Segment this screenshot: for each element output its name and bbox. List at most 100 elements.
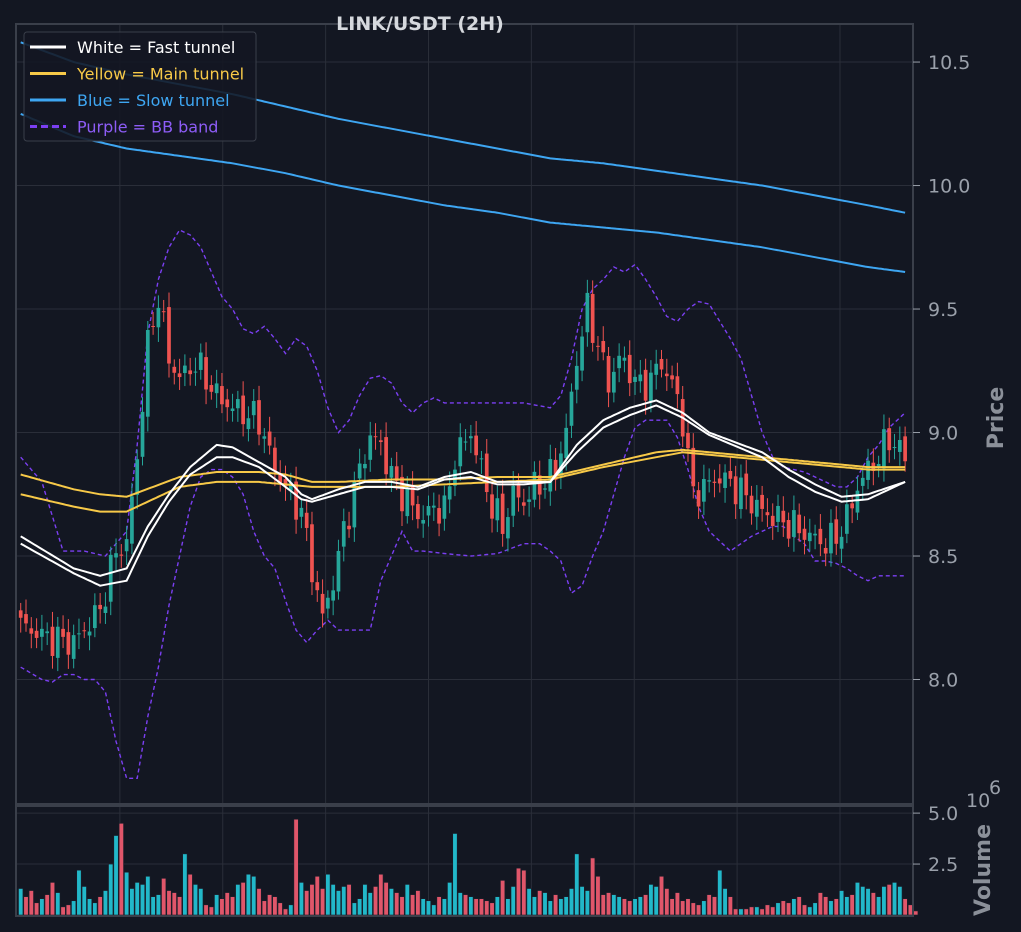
volume-bar	[727, 896, 733, 916]
candle-body	[135, 459, 140, 495]
candle-body	[108, 554, 113, 602]
volume-bar	[489, 902, 495, 916]
volume-bar	[314, 875, 320, 916]
volume-bar	[664, 888, 670, 916]
volume-bar	[680, 900, 686, 916]
volume-bar	[23, 896, 29, 916]
volume-bar	[616, 896, 622, 916]
candle-body	[490, 494, 494, 519]
candle-body	[463, 441, 468, 443]
candle-body	[458, 437, 463, 467]
volume-bar	[457, 892, 463, 916]
bb-lower-line	[20, 419, 906, 779]
volume-bar	[870, 892, 876, 916]
volume-bar	[801, 904, 808, 916]
volume-bar	[214, 894, 220, 916]
candle-body	[479, 458, 484, 460]
volume-bar	[39, 898, 45, 916]
volume-bar	[155, 894, 161, 916]
candle-body	[363, 463, 367, 469]
candle-body	[426, 506, 431, 516]
volume-bar	[49, 882, 56, 916]
volume-bar	[351, 902, 357, 916]
volume-bar	[839, 890, 845, 916]
candle-body	[341, 521, 346, 547]
volume-bar	[515, 867, 522, 916]
volume-bar	[764, 904, 770, 916]
candle-body	[373, 436, 378, 438]
volume-bar	[881, 886, 887, 916]
bb-upper-line	[20, 229, 906, 557]
volume-bar	[261, 900, 267, 916]
volume-bar	[743, 908, 749, 916]
candle-body	[754, 499, 759, 517]
volume-bar	[658, 875, 665, 916]
candle-body	[347, 525, 351, 530]
candle-body	[829, 522, 833, 554]
volume-bar	[484, 900, 490, 916]
volume-bar	[505, 898, 511, 916]
volume-bar	[161, 878, 167, 916]
candle-body	[617, 355, 621, 369]
volume-bar	[335, 890, 341, 916]
volume-axis-label: Volume	[971, 824, 996, 916]
candle-body	[664, 373, 669, 377]
volume-bar	[717, 869, 723, 916]
volume-bar	[627, 900, 633, 916]
candle-body	[712, 481, 717, 483]
volume-bar	[394, 892, 400, 916]
candle-body	[267, 431, 272, 446]
volume-bar	[357, 898, 363, 916]
volume-bar	[304, 890, 310, 916]
volume-bar	[579, 886, 585, 916]
fast-tunnel-upper-line	[20, 399, 906, 577]
volume-tick-label: 2.5	[928, 854, 958, 876]
candle-body	[543, 488, 547, 490]
candle-body	[876, 463, 881, 467]
candle-body	[887, 428, 892, 451]
volume-bar	[754, 906, 760, 916]
volume-bar	[494, 896, 500, 916]
candle-body	[172, 366, 177, 373]
volume-bar	[415, 890, 421, 916]
candle-body	[447, 486, 452, 500]
volume-bar	[854, 882, 860, 916]
candle-body	[702, 479, 706, 502]
volume-bar	[526, 888, 532, 916]
candle-body	[850, 503, 855, 509]
candle-body	[183, 365, 187, 374]
volume-bar	[192, 884, 198, 916]
volume-bar	[500, 880, 506, 916]
candle-body	[596, 345, 600, 347]
candle-body	[532, 471, 537, 500]
volume-bar	[208, 906, 214, 916]
volume-bar	[251, 875, 257, 916]
candle-body	[813, 533, 817, 536]
volume-bar	[722, 888, 728, 916]
candle-body	[77, 633, 81, 635]
candle-body	[119, 554, 124, 556]
candle-body	[140, 411, 145, 457]
volume-bar	[844, 896, 850, 916]
volume-bar	[235, 884, 241, 916]
candle-body	[92, 605, 97, 629]
volume-bar	[410, 894, 416, 916]
candle-body	[40, 628, 44, 637]
price-tick-label: 9.0	[928, 423, 958, 445]
candle-body	[611, 371, 616, 393]
volume-bar	[521, 869, 527, 916]
candle-body	[860, 477, 865, 486]
volume-bar	[590, 857, 596, 916]
candle-body	[807, 532, 812, 542]
volume-bar	[388, 888, 394, 916]
volume-bar	[282, 908, 289, 916]
candle-body	[103, 606, 108, 614]
candle-body	[326, 597, 330, 609]
candle-body	[590, 293, 595, 343]
volume-bar	[542, 892, 548, 916]
volume-bar	[230, 896, 236, 916]
volume-bar	[145, 875, 151, 916]
volume-bar	[76, 869, 82, 916]
candle-body	[559, 453, 563, 476]
